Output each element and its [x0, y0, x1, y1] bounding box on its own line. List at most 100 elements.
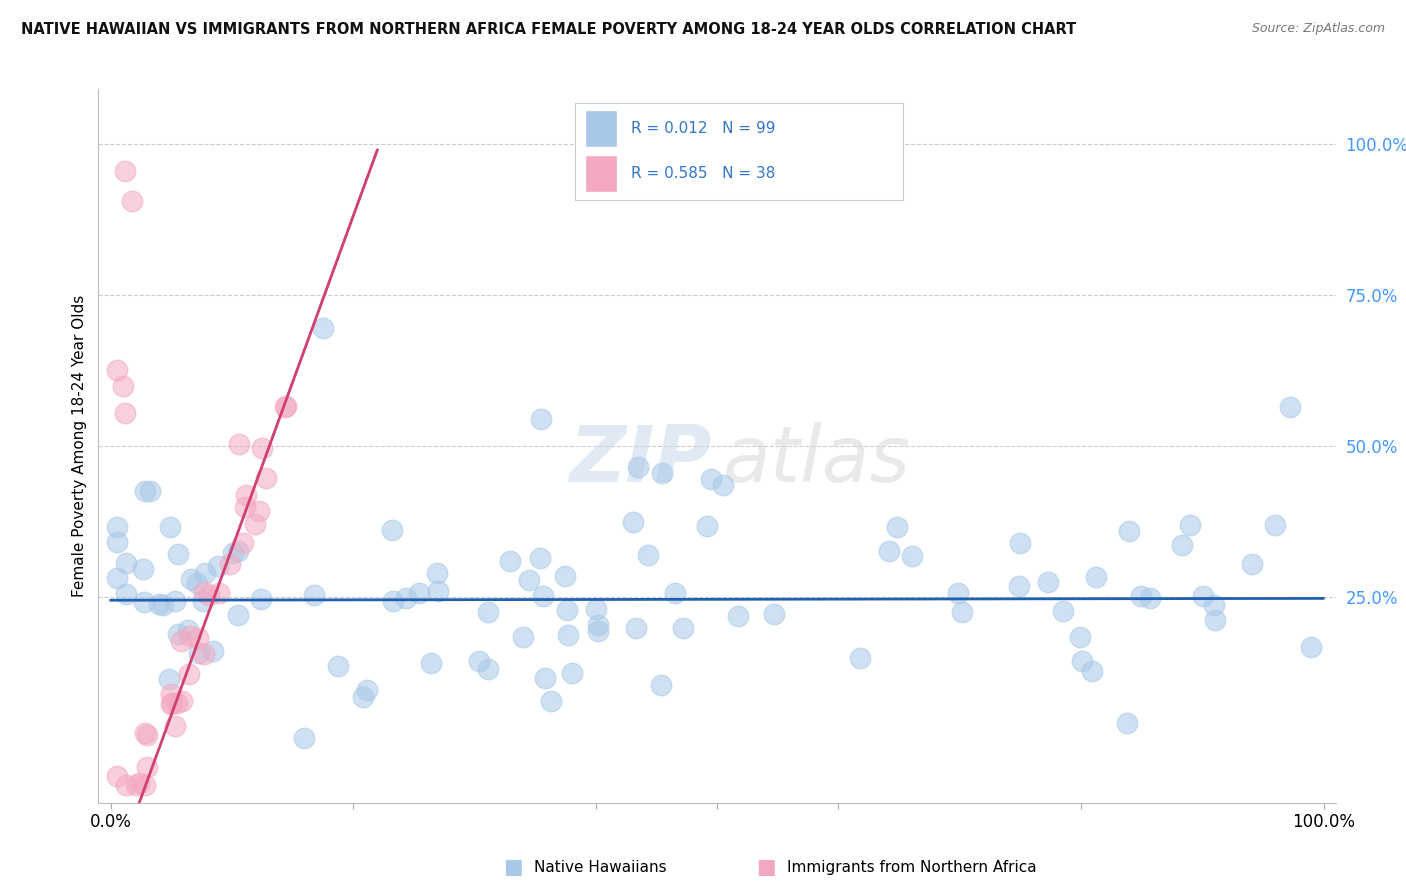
Point — [1204, 613, 1226, 627]
Point — [180, 572, 202, 586]
Point — [763, 607, 786, 622]
Point — [664, 586, 686, 600]
Text: ■: ■ — [503, 857, 523, 877]
Point — [159, 520, 181, 534]
Point — [554, 569, 576, 583]
Point — [247, 504, 270, 518]
Point — [1081, 664, 1104, 678]
Point — [166, 696, 188, 710]
Text: Immigrants from Northern Africa: Immigrants from Northern Africa — [787, 860, 1038, 874]
Point — [218, 557, 240, 571]
Point — [530, 411, 553, 425]
Point — [1115, 715, 1137, 730]
Point — [250, 442, 273, 456]
Point — [1202, 598, 1225, 612]
Point — [512, 630, 534, 644]
Point — [1139, 591, 1161, 605]
Point — [531, 589, 554, 603]
Point — [170, 694, 193, 708]
Point — [477, 605, 499, 619]
Point — [727, 609, 749, 624]
Point — [637, 548, 659, 562]
Point — [886, 520, 908, 534]
Point — [162, 697, 184, 711]
Point — [134, 484, 156, 499]
Point — [166, 547, 188, 561]
Point — [152, 599, 174, 613]
Point — [426, 583, 449, 598]
Point — [125, 778, 148, 792]
Point — [139, 483, 162, 498]
Point — [235, 488, 257, 502]
Point — [148, 597, 170, 611]
Point — [533, 671, 555, 685]
Point — [352, 690, 374, 704]
Point — [207, 559, 229, 574]
Point — [1264, 517, 1286, 532]
Point — [134, 726, 156, 740]
Point — [250, 591, 273, 606]
Point — [179, 667, 201, 681]
Point — [105, 363, 128, 377]
Point — [711, 478, 734, 492]
Point — [529, 551, 551, 566]
Point — [254, 471, 277, 485]
Point — [208, 586, 231, 600]
Point — [111, 378, 134, 392]
Point — [467, 654, 489, 668]
Point — [228, 437, 250, 451]
Point — [187, 632, 209, 646]
Point — [105, 520, 128, 534]
Point — [586, 618, 609, 632]
Point — [114, 587, 136, 601]
Point — [540, 694, 562, 708]
Point — [132, 595, 155, 609]
Point — [105, 768, 128, 782]
Point — [1130, 589, 1153, 603]
Point — [312, 321, 335, 335]
Point — [624, 621, 647, 635]
Text: NATIVE HAWAIIAN VS IMMIGRANTS FROM NORTHERN AFRICA FEMALE POVERTY AMONG 18-24 YE: NATIVE HAWAIIAN VS IMMIGRANTS FROM NORTH… — [21, 22, 1077, 37]
Point — [163, 594, 186, 608]
Point — [1052, 604, 1074, 618]
Point — [700, 472, 723, 486]
Point — [302, 588, 325, 602]
Point — [1192, 590, 1215, 604]
Point — [179, 629, 201, 643]
Point — [167, 626, 190, 640]
Point — [1069, 631, 1091, 645]
Point — [517, 573, 540, 587]
Point — [134, 778, 156, 792]
Point — [950, 605, 973, 619]
Point — [1278, 400, 1301, 414]
Point — [408, 586, 430, 600]
Point — [499, 554, 522, 568]
Point — [877, 544, 900, 558]
Point — [328, 658, 350, 673]
Point — [276, 399, 298, 413]
Point — [128, 776, 150, 790]
Point — [292, 731, 315, 746]
Point — [651, 467, 673, 481]
Point — [157, 673, 180, 687]
Point — [114, 164, 136, 178]
Point — [105, 535, 128, 549]
Point — [1010, 535, 1032, 549]
Point — [696, 519, 718, 533]
Point — [1085, 569, 1108, 583]
Point — [160, 697, 183, 711]
Point — [136, 728, 159, 742]
Point — [186, 576, 208, 591]
Point — [650, 678, 672, 692]
Point — [132, 561, 155, 575]
Point — [160, 687, 183, 701]
Point — [948, 586, 970, 600]
Point — [115, 556, 138, 570]
Point — [561, 666, 583, 681]
Point — [105, 571, 128, 585]
Point — [1170, 538, 1192, 552]
Point — [586, 624, 609, 638]
Point — [193, 647, 215, 661]
Point — [198, 588, 221, 602]
Point — [165, 718, 187, 732]
